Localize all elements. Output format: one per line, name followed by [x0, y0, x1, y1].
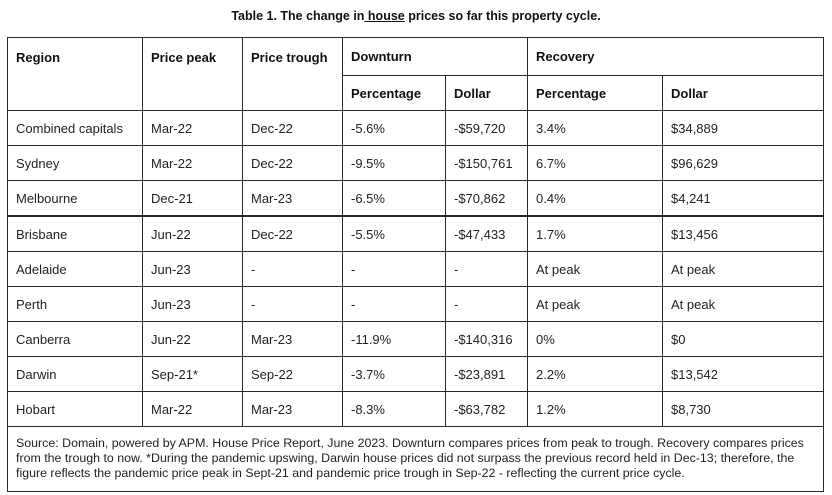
table-title: Table 1. The change in house prices so f…: [0, 9, 832, 23]
title-prefix: Table 1. The change in: [231, 9, 365, 23]
cell-recovery-dollar: $96,629: [661, 145, 825, 181]
cell-downturn-pct: -5.5%: [342, 215, 446, 252]
cell-downturn-dollar: -: [445, 251, 528, 287]
cell-trough: Mar-23: [242, 180, 343, 217]
cell-region: Darwin: [7, 356, 143, 392]
cell-recovery-pct: 1.7%: [527, 215, 663, 252]
cell-recovery-pct: At peak: [527, 251, 663, 287]
cell-recovery-dollar: $8,730: [661, 391, 825, 427]
cell-trough: Sep-22: [242, 356, 343, 392]
cell-recovery-pct: 3.4%: [527, 110, 663, 146]
cell-trough: Mar-23: [242, 321, 343, 357]
cell-downturn-dollar: -$59,720: [445, 110, 528, 146]
cell-recovery-pct: 1.2%: [527, 391, 663, 427]
title-suffix: prices so far this property cycle.: [404, 9, 601, 23]
cell-peak: Mar-22: [142, 145, 243, 181]
cell-peak: Mar-22: [142, 110, 243, 146]
header-downturn-percentage: Percentage: [342, 75, 446, 111]
cell-peak: Sep-21*: [142, 356, 243, 392]
header-row-top: Region Price peak Price trough Downturn …: [7, 37, 825, 111]
source-note: Source: Domain, powered by APM. House Pr…: [6, 426, 825, 492]
table-row: Adelaide Jun-23 - - - At peak At peak: [7, 251, 825, 287]
cell-region: Sydney: [7, 145, 143, 181]
cell-downturn-dollar: -$47,433: [445, 215, 528, 252]
table-row: Darwin Sep-21* Sep-22 -3.7% -$23,891 2.2…: [7, 356, 825, 392]
cell-downturn-pct: -5.6%: [342, 110, 446, 146]
title-underlined-word: house: [364, 9, 405, 23]
table-row: Brisbane Jun-22 Dec-22 -5.5% -$47,433 1.…: [7, 215, 825, 252]
header-recovery-dollar: Dollar: [661, 75, 825, 111]
cell-downturn-pct: -3.7%: [342, 356, 446, 392]
cell-recovery-dollar: At peak: [661, 251, 825, 287]
table-row: Combined capitals Mar-22 Dec-22 -5.6% -$…: [7, 110, 825, 146]
cell-recovery-pct: 6.7%: [527, 145, 663, 181]
house-price-table: Region Price peak Price trough Downturn …: [6, 37, 825, 492]
cell-recovery-dollar: At peak: [661, 286, 825, 322]
cell-downturn-pct: -8.3%: [342, 391, 446, 427]
cell-downturn-dollar: -$150,761: [445, 145, 528, 181]
header-row-sub: Percentage Dollar Percentage Dollar: [8, 75, 825, 111]
cell-region: Adelaide: [7, 251, 143, 287]
cell-downturn-dollar: -$140,316: [445, 321, 528, 357]
table-row: Perth Jun-23 - - - At peak At peak: [7, 286, 825, 322]
cell-peak: Jun-23: [142, 251, 243, 287]
cell-region: Hobart: [7, 391, 143, 427]
cell-region: Canberra: [7, 321, 143, 357]
cell-peak: Jun-22: [142, 321, 243, 357]
cell-trough: Dec-22: [242, 145, 343, 181]
header-price-peak: Price peak: [142, 37, 243, 111]
cell-recovery-pct: 0%: [527, 321, 663, 357]
cell-peak: Jun-22: [142, 215, 243, 252]
cell-trough: -: [242, 286, 343, 322]
cell-recovery-dollar: $13,542: [661, 356, 825, 392]
table-row: Canberra Jun-22 Mar-23 -11.9% -$140,316 …: [7, 321, 825, 357]
source-row: Source: Domain, powered by APM. House Pr…: [6, 426, 825, 492]
cell-region: Melbourne: [7, 180, 143, 217]
cell-region: Brisbane: [7, 215, 143, 252]
cell-recovery-dollar: $13,456: [661, 215, 825, 252]
cell-downturn-pct: -9.5%: [342, 145, 446, 181]
cell-peak: Mar-22: [142, 391, 243, 427]
header-downturn: Downturn: [342, 37, 528, 76]
cell-peak: Dec-21: [142, 180, 243, 217]
header-region: Region: [7, 37, 143, 111]
cell-recovery-pct: 0.4%: [527, 180, 663, 217]
cell-region: Perth: [7, 286, 143, 322]
cell-trough: Dec-22: [242, 110, 343, 146]
cell-recovery-pct: At peak: [527, 286, 663, 322]
cell-trough: -: [242, 251, 343, 287]
cell-recovery-dollar: $34,889: [661, 110, 825, 146]
cell-downturn-pct: -: [342, 286, 446, 322]
cell-downturn-pct: -11.9%: [342, 321, 446, 357]
cell-downturn-dollar: -: [445, 286, 528, 322]
cell-region: Combined capitals: [7, 110, 143, 146]
header-recovery: Recovery: [526, 37, 825, 76]
cell-recovery-pct: 2.2%: [527, 356, 663, 392]
cell-peak: Jun-23: [142, 286, 243, 322]
cell-trough: Mar-23: [242, 391, 343, 427]
table-row: Melbourne Dec-21 Mar-23 -6.5% -$70,862 0…: [7, 180, 825, 217]
table-row: Sydney Mar-22 Dec-22 -9.5% -$150,761 6.7…: [7, 145, 825, 181]
cell-recovery-dollar: $0: [661, 321, 825, 357]
header-price-trough: Price trough: [242, 37, 343, 111]
cell-downturn-dollar: -$70,862: [445, 180, 528, 217]
cell-downturn-pct: -: [342, 251, 446, 287]
cell-recovery-dollar: $4,241: [661, 180, 825, 217]
header-downturn-dollar: Dollar: [445, 75, 528, 111]
table-row: Hobart Mar-22 Mar-23 -8.3% -$63,782 1.2%…: [7, 391, 825, 427]
cell-downturn-dollar: -$23,891: [445, 356, 528, 392]
cell-trough: Dec-22: [242, 215, 343, 252]
cell-downturn-pct: -6.5%: [342, 180, 446, 217]
header-recovery-percentage: Percentage: [527, 75, 663, 111]
cell-downturn-dollar: -$63,782: [445, 391, 528, 427]
